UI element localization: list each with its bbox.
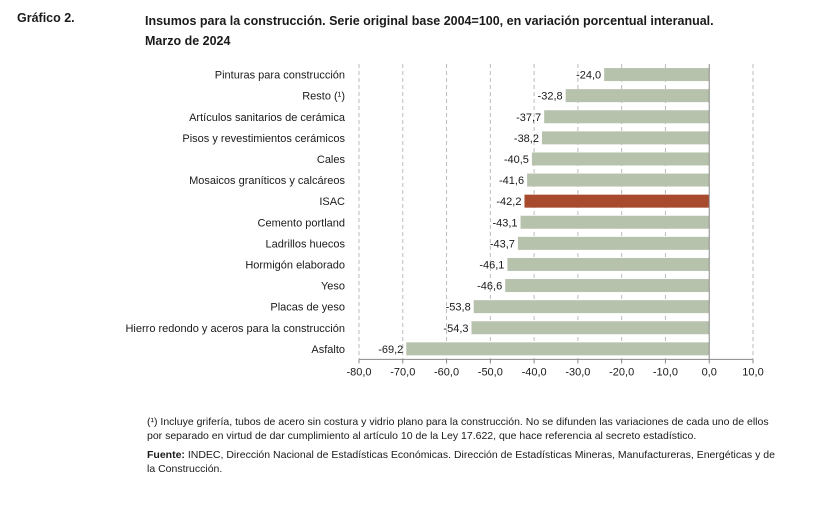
chart-title: Insumos para la construcción. Serie orig… (145, 11, 714, 51)
source-note: Fuente: INDEC, Dirección Nacional de Est… (147, 449, 777, 476)
data-label: -46,1 (479, 259, 504, 271)
data-label: -43,7 (490, 238, 515, 250)
bar (406, 342, 710, 356)
data-label: -53,8 (446, 302, 471, 314)
x-tick-label: -50,0 (478, 366, 503, 378)
category-label: ISAC (319, 196, 345, 208)
category-label: Placas de yeso (270, 302, 345, 314)
value-labels: -24,0 -32,8 -37,7 -38,2 -40,5 -41,6 -42,2 -43,1… (378, 70, 601, 356)
category-label: Ladrillos huecos (266, 238, 346, 250)
data-label: -42,2 (496, 196, 521, 208)
bars (406, 68, 710, 356)
bar (471, 321, 710, 335)
bar-chart: -24,0 -32,8 -37,7 -38,2 -40,5 -41,6 -42,2 -43,1… (125, 64, 764, 378)
data-label: -38,2 (514, 133, 539, 145)
footnote: (¹) Incluye grifería, tubos de acero sin… (147, 416, 769, 442)
bar (541, 131, 710, 145)
category-label: Hierro redondo y aceros para la construc… (125, 323, 345, 335)
chart-title-line1: Insumos para la construcción. Serie orig… (145, 14, 714, 28)
category-label: Cemento portland (258, 217, 345, 229)
bar (520, 215, 710, 229)
x-tick-label: 10,0 (742, 366, 763, 378)
category-labels: Pinturas para construcción Resto (¹) Artíc… (125, 70, 345, 356)
data-label: -43,1 (492, 217, 517, 229)
data-label: -54,3 (443, 323, 468, 335)
grid-lines (358, 64, 754, 360)
x-tick-label: -40,0 (522, 366, 547, 378)
data-label: -32,8 (538, 91, 563, 103)
bar-highlight (524, 194, 710, 208)
bar (505, 279, 710, 293)
data-label: -37,7 (516, 112, 541, 124)
data-label: -24,0 (576, 70, 601, 82)
category-label: Mosaicos graníticos y calcáreos (189, 175, 345, 187)
chart-notes: (¹) Incluye grifería, tubos de acero sin… (147, 416, 777, 482)
bar (544, 110, 710, 124)
x-tick-label: -10,0 (653, 366, 678, 378)
bar (531, 152, 710, 166)
x-tick-label: -70,0 (390, 366, 415, 378)
data-label: -40,5 (504, 154, 529, 166)
x-tick-label: 0,0 (702, 366, 717, 378)
bar (604, 68, 710, 82)
figure-number: Gráfico 2. (17, 11, 75, 25)
x-tick-label: -20,0 (609, 366, 634, 378)
x-tick-label: -80,0 (346, 366, 371, 378)
bar (507, 257, 710, 271)
source-label: Fuente: (147, 449, 185, 461)
data-label: -46,6 (477, 281, 502, 293)
data-label: -41,6 (499, 175, 524, 187)
category-label: Hormigón elaborado (245, 259, 345, 271)
category-label: Yeso (321, 281, 345, 293)
chart-title-line2: Marzo de 2024 (145, 34, 231, 48)
x-tick-label: -30,0 (565, 366, 590, 378)
source-text: INDEC, Dirección Nacional de Estadística… (147, 449, 775, 475)
bar (473, 300, 710, 314)
category-label: Pisos y revestimientos cerámicos (182, 133, 345, 145)
category-label: Pinturas para construcción (215, 70, 345, 82)
data-label: -69,2 (378, 344, 403, 356)
bar (527, 173, 710, 187)
bar (565, 89, 710, 103)
x-axis: -80,0 -70,0 -60,0 -50,0 -40,0 -30,0 -20,0 -10,0… (346, 64, 764, 378)
category-label: Artículos sanitarios de cerámica (189, 112, 346, 124)
category-label: Asfalto (311, 344, 345, 356)
category-label: Cales (317, 154, 346, 166)
x-tick-label: -60,0 (434, 366, 459, 378)
category-label: Resto (¹) (302, 91, 345, 103)
bar (517, 236, 710, 250)
